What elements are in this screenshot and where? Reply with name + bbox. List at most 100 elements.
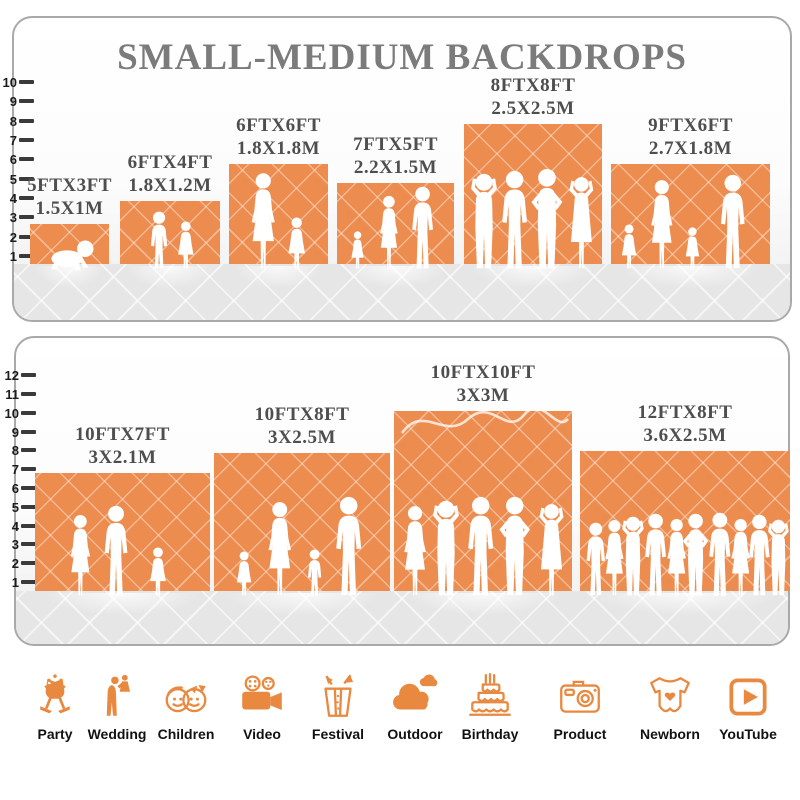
backdrop-item-9x6: 9FTX6FT 2.7X1.8M: [611, 115, 770, 288]
ruler-tick: 5: [2, 500, 36, 515]
ruler-number: 3: [9, 209, 17, 225]
ruler-number: 4: [11, 518, 19, 534]
size-m: 3X2.1M: [88, 446, 157, 468]
ruler-number: 8: [11, 442, 19, 458]
ruler-dash: [21, 486, 36, 490]
ruler-dash: [21, 542, 36, 546]
ruler-tick: 12: [2, 368, 36, 383]
ruler-dash: [19, 80, 34, 84]
backdrop-rect: [30, 224, 109, 288]
ruler-dash: [19, 157, 34, 161]
ruler-number: 6: [11, 480, 19, 496]
cloud-icon: [393, 674, 438, 710]
category-video: Video: [224, 672, 300, 742]
size-ft: 6FTX6FT: [236, 115, 321, 137]
ruler-number: 12: [4, 367, 19, 383]
size-m: 2.7X1.8M: [648, 137, 733, 159]
size-ft: 5FTX3FT: [27, 175, 112, 197]
backdrop-size-label: 10FTX8FT 3X2.5M: [212, 404, 392, 449]
backdrop-rect: [611, 164, 770, 288]
category-festival: Festival: [300, 672, 376, 742]
ruler-dash: [19, 196, 34, 200]
ruler-dash: [21, 580, 36, 584]
people-silhouettes: [586, 512, 789, 596]
size-m: 3X2.5M: [268, 426, 336, 448]
wedding-couple-icon: [106, 674, 131, 716]
backdrop-rect: [464, 124, 602, 288]
backdrop-item-5x3: 5FTX3FT 1.5X1M: [27, 175, 111, 288]
ruler-tick: 1: [0, 249, 34, 264]
ruler-dash: [21, 430, 36, 434]
category-label: Birthday: [461, 726, 519, 742]
ruler-number: 10: [2, 74, 17, 90]
ruler-tick: 6: [0, 152, 34, 167]
category-label: YouTube: [719, 726, 777, 742]
size-ft: 9FTX6FT: [648, 115, 733, 137]
backdrop-item-6x4: 6FTX4FT 1.8X1.2M: [120, 152, 220, 288]
ruler-tick: 4: [0, 191, 34, 206]
ruler-number: 8: [9, 113, 17, 129]
ruler-dash: [19, 138, 34, 142]
ruler-dash: [19, 99, 34, 103]
backdrop-size-label: 6FTX4FT 1.8X1.2M: [80, 152, 260, 197]
category-label: Product: [553, 726, 607, 742]
backdrop-item-10x8: 10FTX8FT 3X2.5M: [214, 404, 390, 615]
ruler-dash: [21, 411, 36, 415]
people-silhouettes: [236, 496, 362, 596]
ruler-number: 7: [11, 461, 19, 477]
ruler-dash: [21, 373, 36, 377]
category-newborn: Newborn: [632, 672, 708, 742]
category-outdoor: Outdoor: [377, 672, 453, 742]
backdrop-size-label: 12FTX8FT 3.6X2.5M: [595, 402, 775, 447]
ruler-tick: 7: [2, 462, 36, 477]
people-silhouettes: [621, 174, 745, 269]
ruler-tick: 1: [2, 575, 36, 590]
ruler-tick: 10: [0, 75, 34, 90]
ruler-tick: 8: [0, 114, 34, 129]
gift-box-icon: [324, 674, 354, 717]
backdrop-size-label: 10FTX10FT 3X3M: [393, 362, 573, 407]
people-silhouettes: [51, 240, 94, 271]
ruler-number: 11: [5, 386, 19, 402]
ruler-dash: [21, 505, 36, 509]
size-m: 1.8X1.2M: [128, 174, 212, 196]
ruler-tick: 10: [2, 406, 36, 421]
ruler-dash: [19, 119, 34, 123]
ruler-dash: [21, 524, 36, 528]
category-label: Outdoor: [387, 726, 443, 742]
category-label: Video: [243, 726, 281, 742]
ruler-dash: [21, 561, 36, 565]
ruler-tick: 2: [0, 230, 34, 245]
category-youtube: YouTube: [710, 672, 786, 742]
children-faces-icon: [165, 685, 207, 713]
birthday-cake-icon: [469, 672, 511, 716]
ruler-number: 2: [9, 229, 17, 245]
ruler-tick: 6: [2, 481, 36, 496]
party-glasses-icon: [40, 674, 70, 714]
ruler-tick: 3: [0, 210, 34, 225]
ruler-number: 1: [9, 248, 17, 264]
people-silhouettes: [351, 186, 433, 269]
category-birthday: Birthday: [452, 672, 528, 742]
ruler-number: 9: [11, 424, 19, 440]
category-wedding: Wedding: [79, 672, 155, 742]
people-silhouettes: [150, 211, 194, 269]
backdrop-item-10x7: 10FTX7FT 3X2.1M: [35, 424, 210, 615]
backdrop-size-label: 8FTX8FT 2.5X2.5M: [443, 75, 623, 120]
size-m: 1.5X1M: [35, 197, 104, 219]
ruler-tick: 3: [2, 537, 36, 552]
script-decoration: [394, 411, 572, 445]
size-ft: 10FTX8FT: [254, 404, 350, 426]
backdrop-item-6x6: 6FTX6FT 1.8X1.8M: [229, 115, 328, 288]
photo-camera-icon: [560, 680, 600, 713]
people-silhouettes: [471, 168, 594, 269]
backdrop-size-label: 5FTX3FT 1.5X1M: [0, 175, 160, 220]
backdrop-rect: [229, 164, 328, 288]
size-m: 3.6X2.5M: [643, 424, 727, 446]
ruler-number: 7: [9, 132, 17, 148]
size-ft: 7FTX5FT: [353, 134, 438, 156]
backdrop-rect: [337, 183, 454, 288]
video-camera-icon: [242, 675, 282, 711]
people-silhouettes: [404, 496, 564, 596]
youtube-play-icon: [729, 678, 767, 716]
